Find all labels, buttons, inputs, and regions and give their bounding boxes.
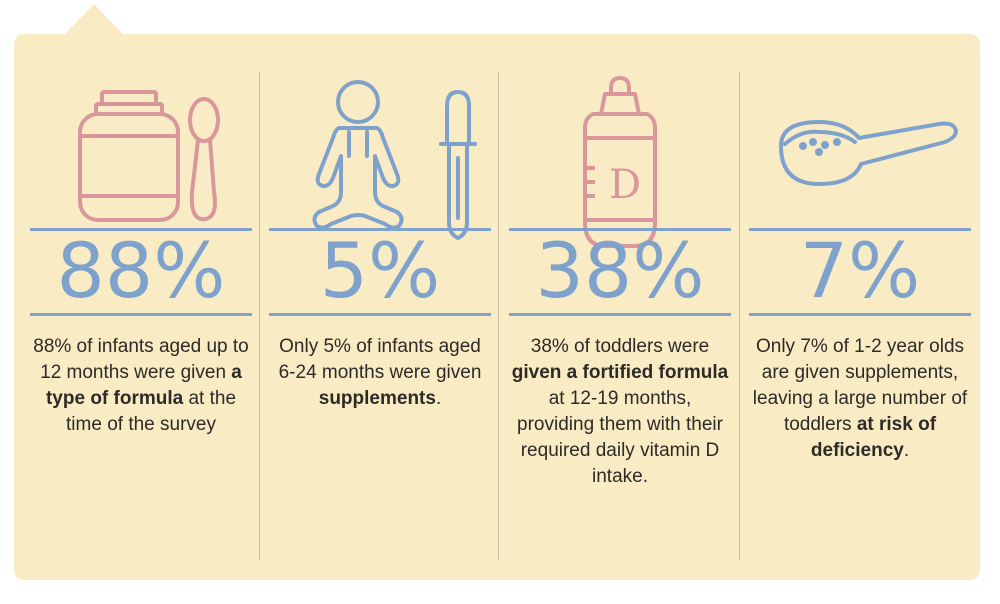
stat-supplements-toddlers: 7% Only 7% of 1-2 year olds are given su… bbox=[749, 34, 971, 580]
stat-supplements-infants: 5% Only 5% of infants aged 6-24 months w… bbox=[269, 34, 491, 580]
stat-formula: 88% 88% of infants aged up to 12 months … bbox=[30, 34, 252, 580]
dropper-icon bbox=[439, 90, 477, 240]
stat-description: Only 7% of 1-2 year olds are given suppl… bbox=[752, 336, 968, 461]
rule-top bbox=[269, 228, 491, 231]
stat-description: 88% of infants aged up to 12 months were… bbox=[33, 336, 249, 435]
rule-bottom bbox=[509, 313, 731, 316]
stat-value: 38% bbox=[535, 226, 705, 315]
scoop-icons bbox=[779, 120, 958, 186]
vitamin-d-label: D bbox=[609, 162, 641, 208]
stat-value: 88% bbox=[56, 226, 226, 315]
rule-bottom bbox=[749, 313, 971, 316]
formula-tin-icon bbox=[78, 90, 180, 222]
column-divider bbox=[259, 72, 260, 560]
rule-bottom bbox=[269, 313, 491, 316]
bottle-icons: D bbox=[583, 76, 657, 248]
rule-top bbox=[509, 228, 731, 231]
rule-bottom bbox=[30, 313, 252, 316]
powder-scoop-icon bbox=[779, 120, 958, 186]
column-divider bbox=[498, 72, 499, 560]
stat-value: 7% bbox=[799, 226, 921, 315]
rule-top bbox=[749, 228, 971, 231]
stat-value: 5% bbox=[319, 226, 441, 315]
stat-description: Only 5% of infants aged 6-24 months were… bbox=[278, 336, 482, 409]
supplement-icons bbox=[312, 80, 477, 240]
baby-icon bbox=[312, 80, 404, 230]
column-divider bbox=[739, 72, 740, 560]
stat-description: 38% of toddlers were given a fortified f… bbox=[511, 336, 729, 487]
stat-fortified-formula: D 38% 38% of toddlers were given a forti… bbox=[509, 34, 731, 580]
fortified-bottle-icon bbox=[583, 76, 657, 248]
card-notch bbox=[64, 4, 124, 35]
rule-top bbox=[30, 228, 252, 231]
spoon-icon bbox=[188, 97, 220, 222]
formula-icons bbox=[78, 90, 220, 222]
